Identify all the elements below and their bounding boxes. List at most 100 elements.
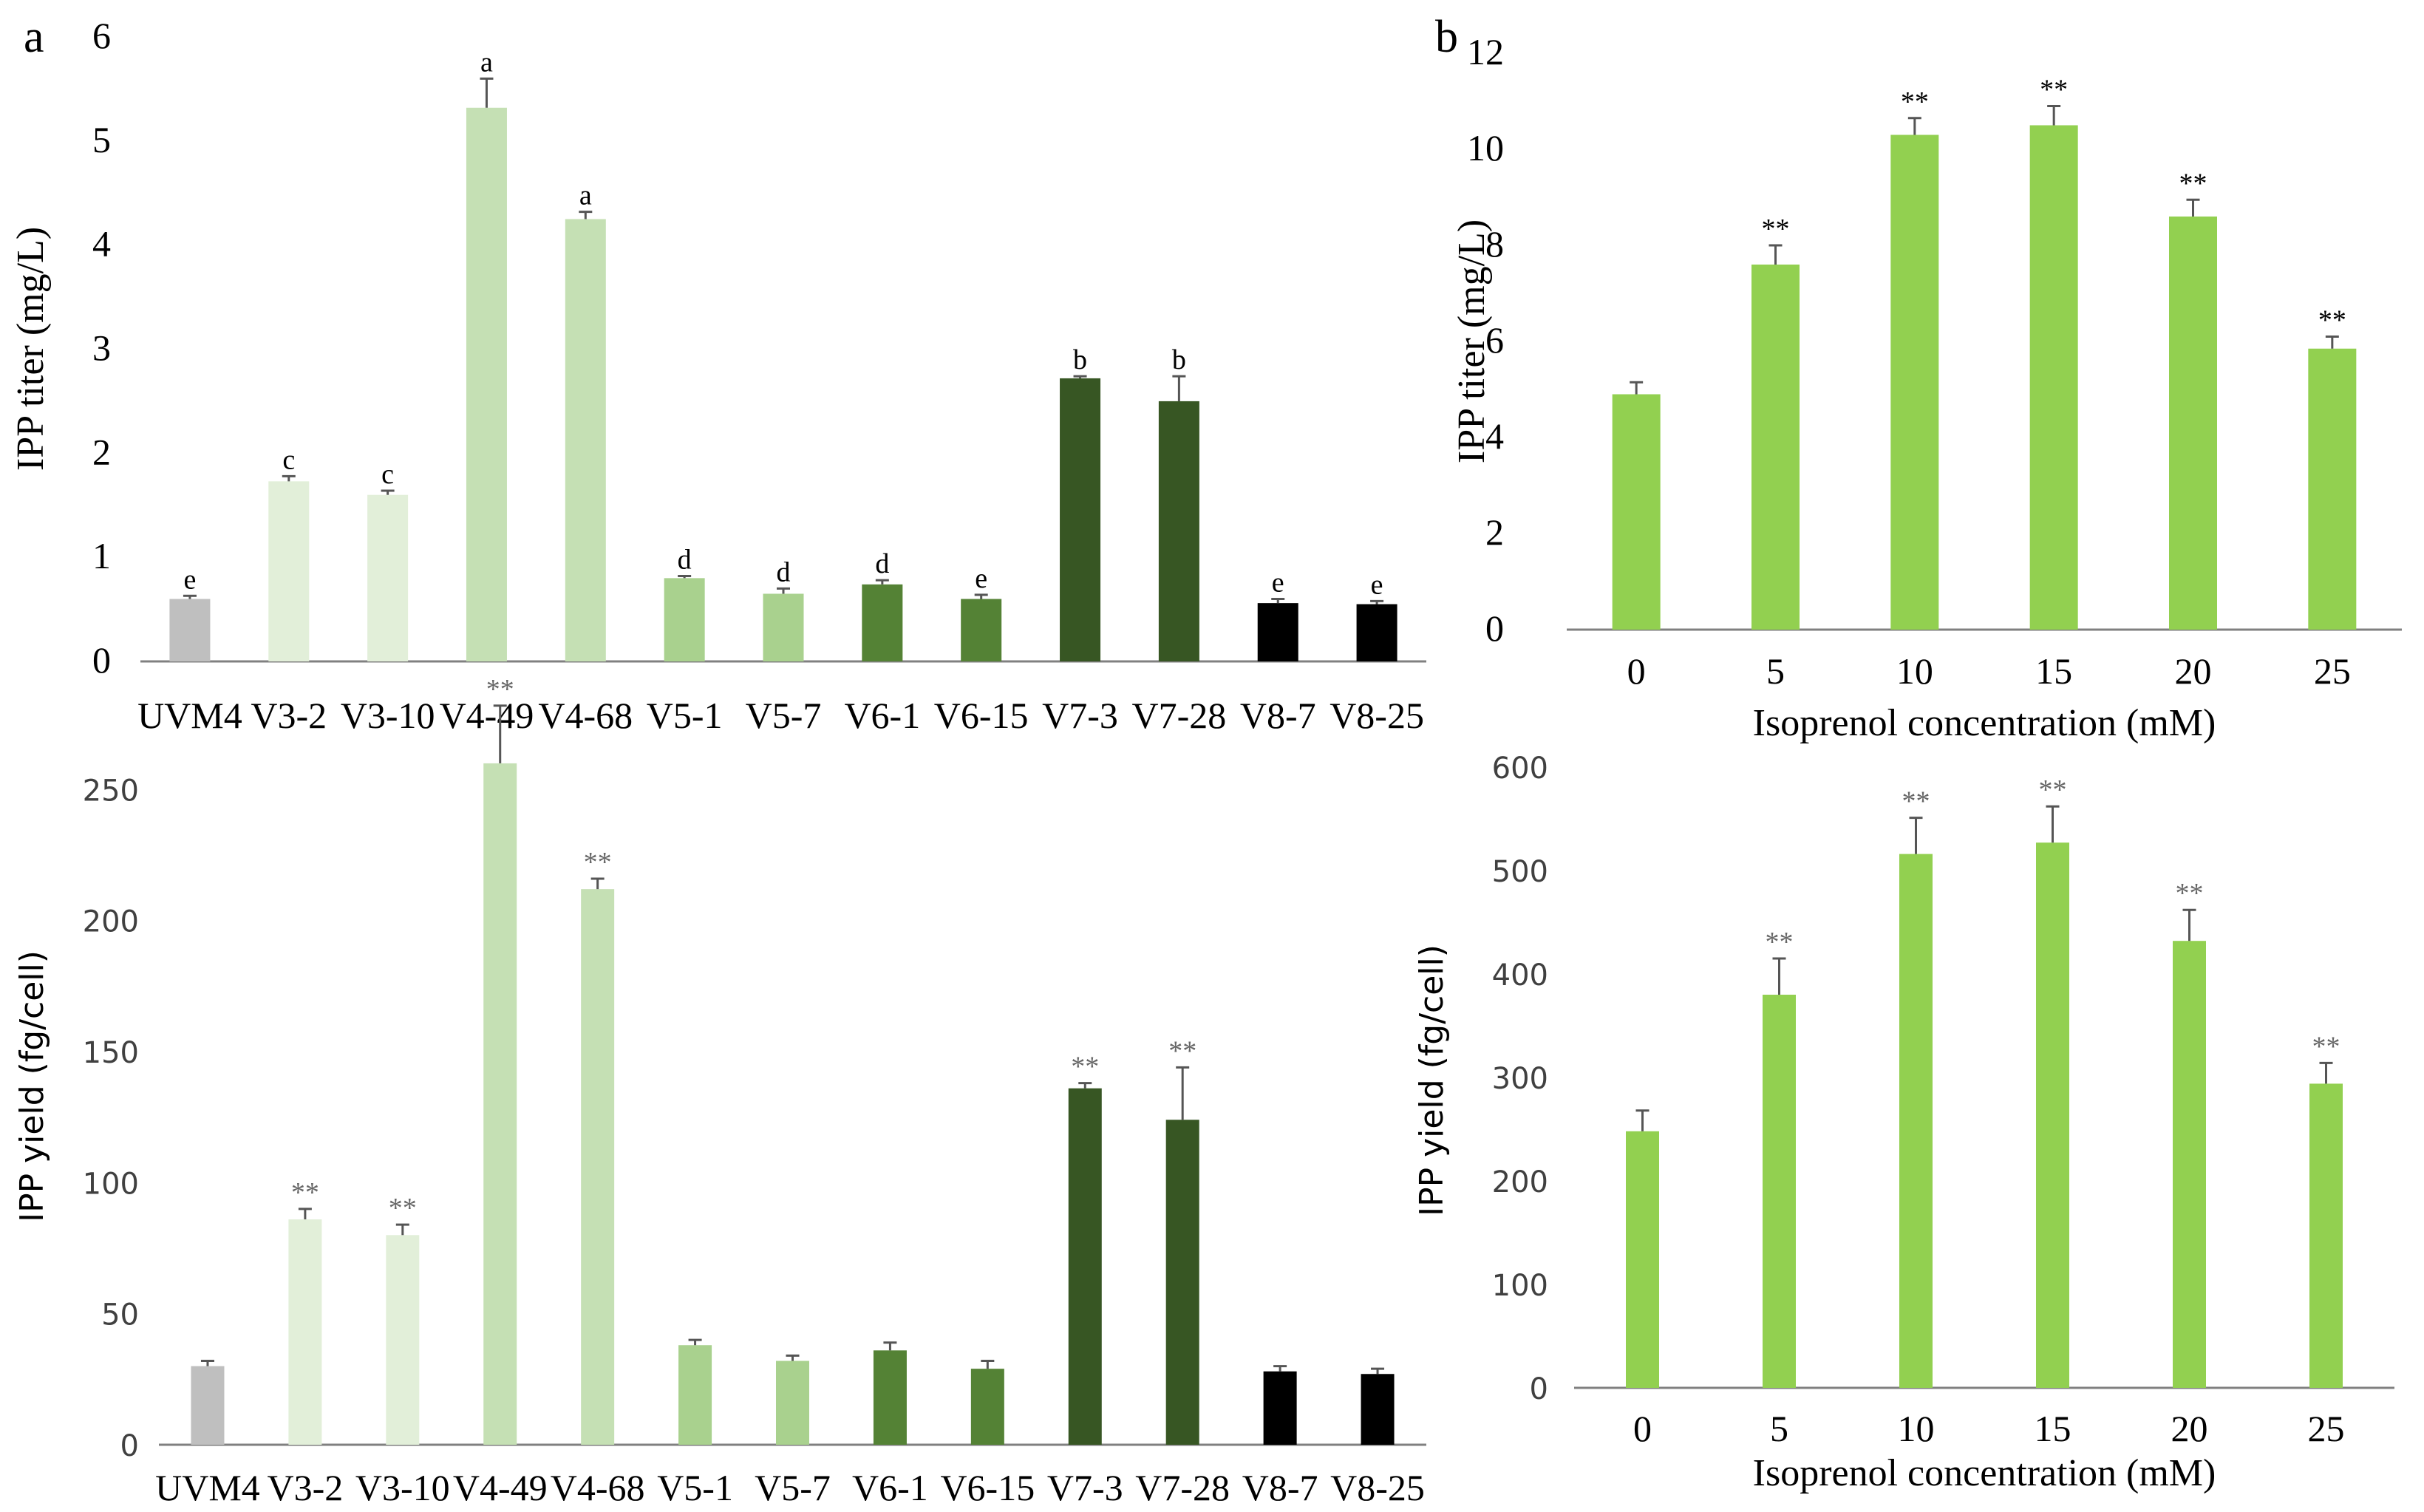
bar-V8-7 <box>1257 603 1298 661</box>
significance-label: ** <box>1762 214 1790 245</box>
significance-label: ** <box>2176 878 2204 909</box>
bar-0 <box>1626 1131 1659 1388</box>
significance-label: a <box>480 47 493 78</box>
significance-label: ** <box>2040 75 2068 106</box>
bar-V4-49 <box>466 107 507 661</box>
y-tick-label: 2 <box>92 431 111 472</box>
y-tick-label: 4 <box>92 223 111 265</box>
bar-V8-25 <box>1356 604 1397 661</box>
x-tick-label: V5-7 <box>746 695 822 736</box>
bar-V6-15 <box>961 599 1002 661</box>
bar-V7-28 <box>1165 1120 1199 1445</box>
x-tick-label: V3-10 <box>341 695 435 736</box>
bar-V5-1 <box>678 1345 712 1445</box>
bar-5 <box>1763 995 1796 1388</box>
significance-label: ** <box>2179 168 2207 199</box>
significance-label: b <box>1073 344 1087 375</box>
significance-label: ** <box>584 847 612 878</box>
x-tick-label: V3-10 <box>355 1467 450 1508</box>
x-axis-title: Isoprenol concentration (mM) <box>1753 702 2216 744</box>
bar-V5-7 <box>776 1361 809 1445</box>
significance-label: a <box>579 180 592 211</box>
bar-V3-10 <box>367 494 409 661</box>
y-tick-label: 100 <box>1492 1269 1548 1303</box>
x-tick-label: 10 <box>1896 650 1933 692</box>
bar-V6-1 <box>862 584 903 661</box>
bar-20 <box>2169 217 2217 630</box>
x-tick-label: V5-1 <box>647 695 723 736</box>
significance-label: ** <box>486 674 514 705</box>
x-tick-label: 15 <box>2035 1408 2071 1449</box>
y-tick-label: 500 <box>1492 855 1548 889</box>
y-tick-label: 8 <box>1485 223 1504 265</box>
panel-label-b: b <box>1435 12 1458 62</box>
y-tick-label: 600 <box>1492 752 1548 786</box>
x-tick-label: V6-15 <box>934 695 1029 736</box>
y-axis-title: IPP yield (fg/cell) <box>1413 944 1451 1216</box>
significance-label: ** <box>1168 1035 1196 1066</box>
x-tick-label: UVM4 <box>137 695 242 736</box>
bar-V6-15 <box>970 1369 1004 1445</box>
bar-V3-2 <box>288 1219 322 1445</box>
significance-label: d <box>777 556 791 588</box>
significance-label: ** <box>291 1177 319 1208</box>
y-tick-label: 3 <box>92 327 111 369</box>
bar-V4-68 <box>581 889 615 1445</box>
significance-label: e <box>1272 568 1284 599</box>
bar-V5-7 <box>763 593 804 661</box>
x-tick-label: V8-7 <box>1242 1467 1318 1508</box>
x-tick-label: 10 <box>1898 1408 1935 1449</box>
significance-label: e <box>975 563 987 594</box>
x-tick-label: V6-15 <box>940 1467 1035 1508</box>
y-axis-title: IPP titer (mg/L) <box>1451 219 1493 463</box>
x-tick-label: V8-25 <box>1330 1467 1425 1508</box>
bar-15 <box>2029 125 2078 630</box>
bar-10 <box>1899 854 1933 1388</box>
x-tick-label: 25 <box>2314 650 2351 692</box>
y-tick-label: 250 <box>83 774 139 808</box>
y-tick-label: 5 <box>92 119 111 160</box>
chart-ipp-yield-strains: 0 50 100 150 200 250 IPP yield (fg/cell) UVM4 **… <box>13 674 1426 1508</box>
y-tick-label: 0 <box>1485 607 1504 649</box>
significance-label: ** <box>2039 774 2067 806</box>
significance-label: ** <box>2312 1031 2340 1062</box>
bar-0 <box>1612 394 1661 630</box>
chart-ipp-titer-isoprenol: 0 2 4 6 8 10 12 IPP titer (mg/L) Isoprenol conce… <box>1451 31 2402 744</box>
y-tick-label: 6 <box>92 15 111 56</box>
x-tick-label: 5 <box>1770 1408 1788 1449</box>
x-tick-label: 20 <box>2171 1408 2208 1449</box>
bar-V4-68 <box>565 219 606 661</box>
x-tick-label: UVM4 <box>155 1467 260 1508</box>
x-tick-label: V8-25 <box>1330 695 1424 736</box>
x-tick-label: 15 <box>2035 650 2072 692</box>
significance-label: ** <box>1902 786 1930 817</box>
y-axis-title: IPP yield (fg/cell) <box>13 950 51 1222</box>
y-tick-label: 6 <box>1485 319 1504 361</box>
x-tick-label: V5-1 <box>657 1467 733 1508</box>
bar-15 <box>2036 842 2069 1388</box>
y-tick-label: 0 <box>92 639 111 681</box>
x-tick-label: V4-49 <box>453 1467 548 1508</box>
significance-label: ** <box>1901 86 1929 118</box>
significance-label: ** <box>2318 305 2346 336</box>
bar-UVM4 <box>191 1366 225 1445</box>
y-tick-label: 50 <box>101 1298 139 1332</box>
significance-label: ** <box>1071 1052 1099 1083</box>
x-tick-label: V5-7 <box>755 1467 831 1508</box>
bar-UVM4 <box>169 599 211 661</box>
y-tick-label: 0 <box>1530 1372 1548 1406</box>
x-tick-label: V6-1 <box>852 1467 928 1508</box>
bar-V8-25 <box>1361 1374 1395 1445</box>
bar-V4-49 <box>483 763 517 1445</box>
significance-label: ** <box>1766 927 1794 958</box>
y-tick-label: 12 <box>1467 31 1504 72</box>
significance-label: e <box>1371 569 1383 600</box>
bar-V7-3 <box>1060 378 1101 661</box>
y-tick-label: 1 <box>92 535 111 576</box>
y-tick-label: 4 <box>1485 415 1504 457</box>
y-tick-label: 0 <box>120 1429 139 1463</box>
bar-V6-1 <box>873 1350 907 1445</box>
bar-25 <box>2309 1083 2343 1388</box>
